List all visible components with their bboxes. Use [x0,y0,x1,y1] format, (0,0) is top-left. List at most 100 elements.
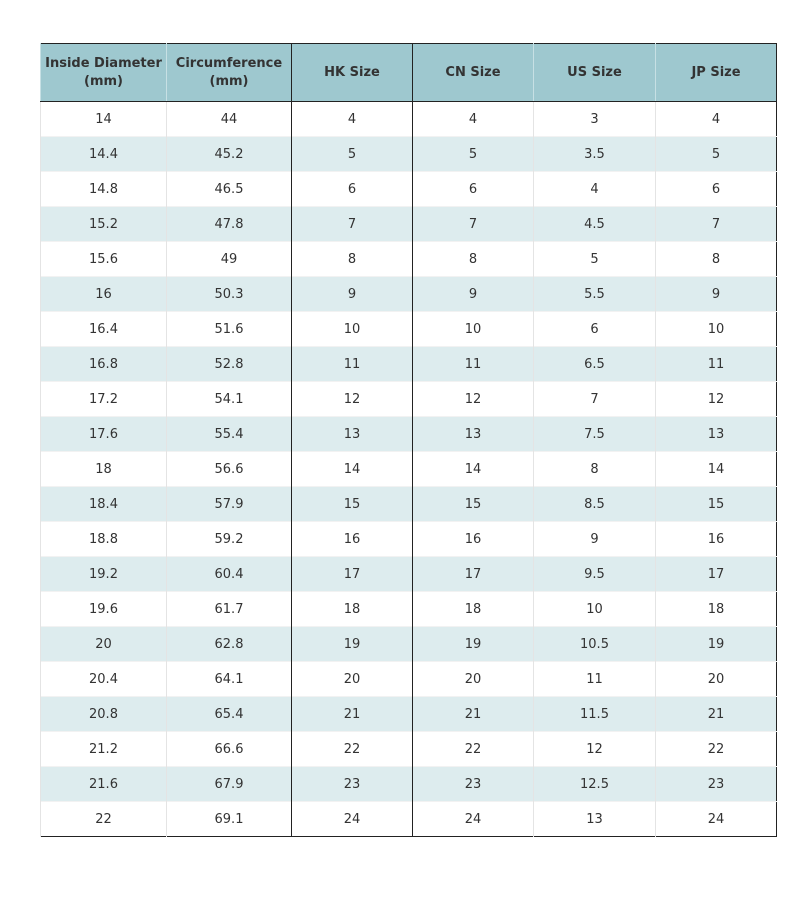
table-row: 20.4 64.1 20 20 11 20 [40,661,777,697]
table-cell: 60.4 [166,556,292,592]
table-cell: 18.4 [40,486,167,522]
table-cell: 3.5 [533,136,656,172]
table-cell: 21 [412,696,534,732]
table-cell: 21.6 [40,766,167,802]
table-cell: 9 [412,276,534,312]
table-cell: 11.5 [533,696,656,732]
table-cell: 19.6 [40,591,167,627]
table-row: 20.8 65.4 21 21 11.5 21 [40,696,777,732]
table-cell: 21 [291,696,413,732]
table-cell: 12 [412,381,534,417]
table-cell: 20 [40,626,167,662]
table-cell: 18.8 [40,521,167,557]
table-cell: 10 [291,311,413,347]
table-cell: 64.1 [166,661,292,697]
table-cell: 11 [655,346,777,382]
table-cell: 24 [412,801,534,837]
table-cell: 14 [412,451,534,487]
table-cell: 7 [655,206,777,242]
table-cell: 14 [40,101,167,137]
header-cell: HK Size [291,43,413,102]
table-cell: 11 [291,346,413,382]
table-cell: 10 [655,311,777,347]
table-cell: 9.5 [533,556,656,592]
table-cell: 23 [655,766,777,802]
table-cell: 17 [655,556,777,592]
table-cell: 16.8 [40,346,167,382]
table-cell: 12 [655,381,777,417]
table-cell: 6 [533,311,656,347]
table-cell: 8 [533,451,656,487]
table-cell: 23 [291,766,413,802]
table-cell: 11 [412,346,534,382]
table-cell: 9 [533,521,656,557]
table-cell: 19.2 [40,556,167,592]
table-cell: 22 [412,731,534,767]
table-cell: 6 [412,171,534,207]
table-cell: 14.4 [40,136,167,172]
table-row: 16.4 51.6 10 10 6 10 [40,311,777,347]
table-cell: 23 [412,766,534,802]
table-cell: 59.2 [166,521,292,557]
table-cell: 13 [533,801,656,837]
table-cell: 12 [533,731,656,767]
table-cell: 6 [291,171,413,207]
table-row: 19.2 60.4 17 17 9.5 17 [40,556,777,592]
table-cell: 16 [40,276,167,312]
table-cell: 7 [533,381,656,417]
table-cell: 8 [412,241,534,277]
table-cell: 24 [655,801,777,837]
table-cell: 13 [412,416,534,452]
table-cell: 7 [412,206,534,242]
table-cell: 20 [655,661,777,697]
table-cell: 69.1 [166,801,292,837]
table-cell: 20.4 [40,661,167,697]
table-cell: 13 [655,416,777,452]
table-cell: 3 [533,101,656,137]
table-cell: 9 [655,276,777,312]
table-cell: 15 [412,486,534,522]
table-cell: 10 [533,591,656,627]
size-table: Inside Diameter (mm) Circumference (mm) HK… [40,43,777,837]
table-cell: 5 [655,136,777,172]
table-cell: 12.5 [533,766,656,802]
table-row: 20 62.8 19 19 10.5 19 [40,626,777,662]
table-cell: 65.4 [166,696,292,732]
table-cell: 5 [412,136,534,172]
table-cell: 44 [166,101,292,137]
table-cell: 14 [655,451,777,487]
table-cell: 15.2 [40,206,167,242]
table-cell: 18 [412,591,534,627]
table-row: 15.6 49 8 8 5 8 [40,241,777,277]
table-row: 15.2 47.8 7 7 4.5 7 [40,206,777,242]
table-cell: 20.8 [40,696,167,732]
table-cell: 11 [533,661,656,697]
table-cell: 8 [655,241,777,277]
header-cell: Inside Diameter (mm) [40,43,167,102]
table-cell: 14.8 [40,171,167,207]
table-cell: 9 [291,276,413,312]
table-cell: 46.5 [166,171,292,207]
table-cell: 19 [412,626,534,662]
table-row: 21.6 67.9 23 23 12.5 23 [40,766,777,802]
table-row: 17.6 55.4 13 13 7.5 13 [40,416,777,452]
table-cell: 10 [412,311,534,347]
table-row: 14.4 45.2 5 5 3.5 5 [40,136,777,172]
table-cell: 4 [533,171,656,207]
table-cell: 7 [291,206,413,242]
table-cell: 22 [291,731,413,767]
table-row: 21.2 66.6 22 22 12 22 [40,731,777,767]
table-cell: 16 [655,521,777,557]
table-cell: 56.6 [166,451,292,487]
table-cell: 4 [655,101,777,137]
table-row: 18 56.6 14 14 8 14 [40,451,777,487]
table-cell: 18 [655,591,777,627]
table-cell: 17 [412,556,534,592]
table-cell: 17.2 [40,381,167,417]
table-cell: 7.5 [533,416,656,452]
table-cell: 54.1 [166,381,292,417]
table-cell: 50.3 [166,276,292,312]
table-cell: 4 [291,101,413,137]
table-row: 22 69.1 24 24 13 24 [40,801,777,837]
